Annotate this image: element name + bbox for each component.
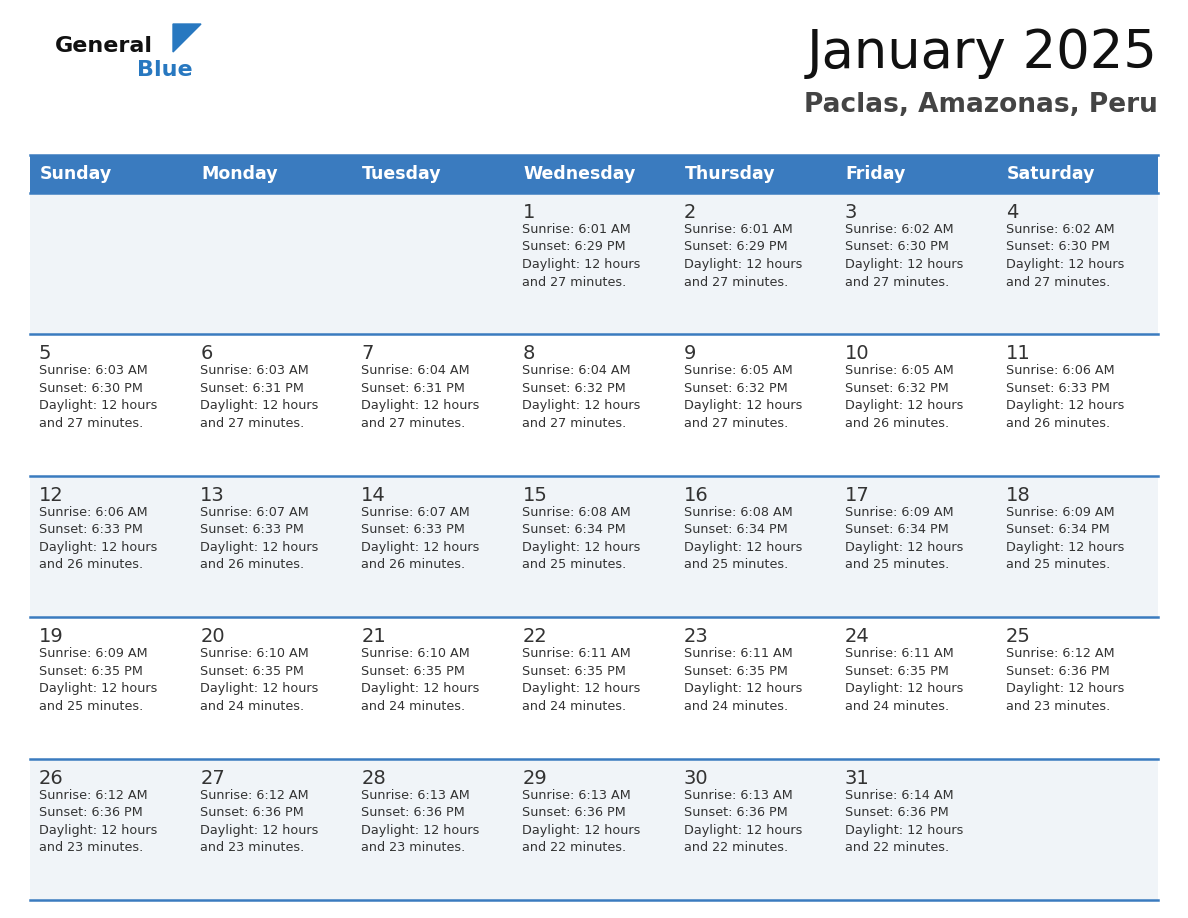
Text: 2: 2	[683, 203, 696, 222]
Bar	[30, 617, 1158, 758]
Text: Sunrise: 6:12 AM
Sunset: 6:36 PM
Daylight: 12 hours
and 23 minutes.: Sunrise: 6:12 AM Sunset: 6:36 PM Dayligh…	[39, 789, 157, 854]
Text: Sunrise: 6:11 AM
Sunset: 6:35 PM
Daylight: 12 hours
and 24 minutes.: Sunrise: 6:11 AM Sunset: 6:35 PM Dayligh…	[845, 647, 963, 712]
Text: Sunday: Sunday	[40, 165, 112, 183]
Text: Sunrise: 6:09 AM
Sunset: 6:34 PM
Daylight: 12 hours
and 25 minutes.: Sunrise: 6:09 AM Sunset: 6:34 PM Dayligh…	[845, 506, 963, 571]
Text: Monday: Monday	[201, 165, 278, 183]
Bar	[30, 758, 1158, 900]
Text: Saturday: Saturday	[1007, 165, 1095, 183]
Text: 26: 26	[39, 768, 64, 788]
Text: Sunrise: 6:04 AM
Sunset: 6:31 PM
Daylight: 12 hours
and 27 minutes.: Sunrise: 6:04 AM Sunset: 6:31 PM Dayligh…	[361, 364, 480, 430]
Text: Sunrise: 6:05 AM
Sunset: 6:32 PM
Daylight: 12 hours
and 26 minutes.: Sunrise: 6:05 AM Sunset: 6:32 PM Dayligh…	[845, 364, 963, 430]
Text: Sunrise: 6:07 AM
Sunset: 6:33 PM
Daylight: 12 hours
and 26 minutes.: Sunrise: 6:07 AM Sunset: 6:33 PM Dayligh…	[200, 506, 318, 571]
Bar	[30, 155, 1158, 193]
Text: 19: 19	[39, 627, 64, 646]
Text: 7: 7	[361, 344, 374, 364]
Text: 17: 17	[845, 486, 870, 505]
Text: 12: 12	[39, 486, 64, 505]
Text: Sunrise: 6:05 AM
Sunset: 6:32 PM
Daylight: 12 hours
and 27 minutes.: Sunrise: 6:05 AM Sunset: 6:32 PM Dayligh…	[683, 364, 802, 430]
Text: 20: 20	[200, 627, 225, 646]
Text: Sunrise: 6:10 AM
Sunset: 6:35 PM
Daylight: 12 hours
and 24 minutes.: Sunrise: 6:10 AM Sunset: 6:35 PM Dayligh…	[361, 647, 480, 712]
Text: Sunrise: 6:12 AM
Sunset: 6:36 PM
Daylight: 12 hours
and 23 minutes.: Sunrise: 6:12 AM Sunset: 6:36 PM Dayligh…	[200, 789, 318, 854]
Text: Sunrise: 6:13 AM
Sunset: 6:36 PM
Daylight: 12 hours
and 23 minutes.: Sunrise: 6:13 AM Sunset: 6:36 PM Dayligh…	[361, 789, 480, 854]
Text: 13: 13	[200, 486, 225, 505]
Text: 18: 18	[1006, 486, 1031, 505]
Text: Sunrise: 6:06 AM
Sunset: 6:33 PM
Daylight: 12 hours
and 26 minutes.: Sunrise: 6:06 AM Sunset: 6:33 PM Dayligh…	[39, 506, 157, 571]
Text: Sunrise: 6:13 AM
Sunset: 6:36 PM
Daylight: 12 hours
and 22 minutes.: Sunrise: 6:13 AM Sunset: 6:36 PM Dayligh…	[523, 789, 640, 854]
Bar	[30, 476, 1158, 617]
Text: 30: 30	[683, 768, 708, 788]
Text: 5: 5	[39, 344, 51, 364]
Text: Sunrise: 6:14 AM
Sunset: 6:36 PM
Daylight: 12 hours
and 22 minutes.: Sunrise: 6:14 AM Sunset: 6:36 PM Dayligh…	[845, 789, 963, 854]
Text: 3: 3	[845, 203, 857, 222]
Text: Sunrise: 6:09 AM
Sunset: 6:35 PM
Daylight: 12 hours
and 25 minutes.: Sunrise: 6:09 AM Sunset: 6:35 PM Dayligh…	[39, 647, 157, 712]
Text: 21: 21	[361, 627, 386, 646]
Text: Sunrise: 6:03 AM
Sunset: 6:31 PM
Daylight: 12 hours
and 27 minutes.: Sunrise: 6:03 AM Sunset: 6:31 PM Dayligh…	[200, 364, 318, 430]
Text: Sunrise: 6:12 AM
Sunset: 6:36 PM
Daylight: 12 hours
and 23 minutes.: Sunrise: 6:12 AM Sunset: 6:36 PM Dayligh…	[1006, 647, 1124, 712]
Text: Sunrise: 6:01 AM
Sunset: 6:29 PM
Daylight: 12 hours
and 27 minutes.: Sunrise: 6:01 AM Sunset: 6:29 PM Dayligh…	[523, 223, 640, 288]
Text: 1: 1	[523, 203, 535, 222]
Text: Friday: Friday	[846, 165, 906, 183]
Text: 25: 25	[1006, 627, 1031, 646]
Text: Sunrise: 6:13 AM
Sunset: 6:36 PM
Daylight: 12 hours
and 22 minutes.: Sunrise: 6:13 AM Sunset: 6:36 PM Dayligh…	[683, 789, 802, 854]
Text: Sunrise: 6:02 AM
Sunset: 6:30 PM
Daylight: 12 hours
and 27 minutes.: Sunrise: 6:02 AM Sunset: 6:30 PM Dayligh…	[845, 223, 963, 288]
Text: 14: 14	[361, 486, 386, 505]
Text: Sunrise: 6:11 AM
Sunset: 6:35 PM
Daylight: 12 hours
and 24 minutes.: Sunrise: 6:11 AM Sunset: 6:35 PM Dayligh…	[683, 647, 802, 712]
Text: Sunrise: 6:02 AM
Sunset: 6:30 PM
Daylight: 12 hours
and 27 minutes.: Sunrise: 6:02 AM Sunset: 6:30 PM Dayligh…	[1006, 223, 1124, 288]
Text: 29: 29	[523, 768, 548, 788]
Text: Blue: Blue	[137, 60, 192, 80]
Text: January 2025: January 2025	[807, 27, 1158, 79]
Text: 15: 15	[523, 486, 548, 505]
Text: 16: 16	[683, 486, 708, 505]
Text: Sunrise: 6:03 AM
Sunset: 6:30 PM
Daylight: 12 hours
and 27 minutes.: Sunrise: 6:03 AM Sunset: 6:30 PM Dayligh…	[39, 364, 157, 430]
Text: 22: 22	[523, 627, 548, 646]
Text: 8: 8	[523, 344, 535, 364]
Bar	[30, 334, 1158, 476]
Text: 27: 27	[200, 768, 225, 788]
Text: Thursday: Thursday	[684, 165, 776, 183]
Text: 9: 9	[683, 344, 696, 364]
Text: 4: 4	[1006, 203, 1018, 222]
Text: Sunrise: 6:01 AM
Sunset: 6:29 PM
Daylight: 12 hours
and 27 minutes.: Sunrise: 6:01 AM Sunset: 6:29 PM Dayligh…	[683, 223, 802, 288]
Text: Sunrise: 6:10 AM
Sunset: 6:35 PM
Daylight: 12 hours
and 24 minutes.: Sunrise: 6:10 AM Sunset: 6:35 PM Dayligh…	[200, 647, 318, 712]
Text: Wednesday: Wednesday	[524, 165, 636, 183]
Text: Sunrise: 6:11 AM
Sunset: 6:35 PM
Daylight: 12 hours
and 24 minutes.: Sunrise: 6:11 AM Sunset: 6:35 PM Dayligh…	[523, 647, 640, 712]
Text: 24: 24	[845, 627, 870, 646]
Text: Paclas, Amazonas, Peru: Paclas, Amazonas, Peru	[804, 92, 1158, 118]
Text: 23: 23	[683, 627, 708, 646]
Polygon shape	[173, 24, 201, 52]
Text: 6: 6	[200, 344, 213, 364]
Text: Sunrise: 6:06 AM
Sunset: 6:33 PM
Daylight: 12 hours
and 26 minutes.: Sunrise: 6:06 AM Sunset: 6:33 PM Dayligh…	[1006, 364, 1124, 430]
Text: Sunrise: 6:04 AM
Sunset: 6:32 PM
Daylight: 12 hours
and 27 minutes.: Sunrise: 6:04 AM Sunset: 6:32 PM Dayligh…	[523, 364, 640, 430]
Text: Sunrise: 6:09 AM
Sunset: 6:34 PM
Daylight: 12 hours
and 25 minutes.: Sunrise: 6:09 AM Sunset: 6:34 PM Dayligh…	[1006, 506, 1124, 571]
Text: Tuesday: Tuesday	[362, 165, 442, 183]
Text: Sunrise: 6:08 AM
Sunset: 6:34 PM
Daylight: 12 hours
and 25 minutes.: Sunrise: 6:08 AM Sunset: 6:34 PM Dayligh…	[523, 506, 640, 571]
Text: Sunrise: 6:07 AM
Sunset: 6:33 PM
Daylight: 12 hours
and 26 minutes.: Sunrise: 6:07 AM Sunset: 6:33 PM Dayligh…	[361, 506, 480, 571]
Bar	[30, 193, 1158, 334]
Text: 31: 31	[845, 768, 870, 788]
Text: 28: 28	[361, 768, 386, 788]
Text: 11: 11	[1006, 344, 1031, 364]
Text: Sunrise: 6:08 AM
Sunset: 6:34 PM
Daylight: 12 hours
and 25 minutes.: Sunrise: 6:08 AM Sunset: 6:34 PM Dayligh…	[683, 506, 802, 571]
Text: General: General	[55, 36, 153, 56]
Text: 10: 10	[845, 344, 870, 364]
